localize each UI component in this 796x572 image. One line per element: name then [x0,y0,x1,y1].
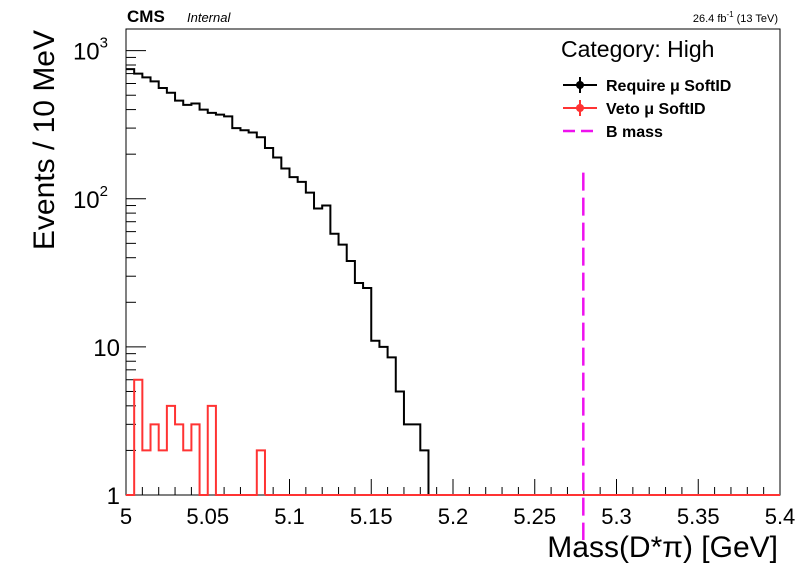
x-tick-label: 5.4 [765,504,796,529]
legend: Require μ SoftID Veto μ SoftID B mass [563,77,731,141]
y-tick-label: 10 [93,335,120,362]
x-tick-label: 5.35 [677,504,720,529]
energy-value: (13 TeV) [737,13,778,25]
axis-ticks [125,50,781,496]
category-label: Category: High [561,36,714,62]
legend-entry-bmass: B mass [563,124,663,141]
series-veto-softid [126,378,266,496]
y-tick-labels: 1 10 102 103 [73,35,120,510]
plot-frame [125,28,781,496]
x-tick-label: 5.15 [350,504,393,529]
x-tick-label: 5.05 [186,504,229,529]
x-tick-label: 5.3 [601,504,632,529]
x-tick-labels: 5 5.05 5.1 5.15 5.2 5.25 5.3 5.35 5.4 [120,504,795,529]
x-tick-label: 5.25 [513,504,556,529]
x-tick-label: 5 [120,504,132,529]
legend-entry-veto: Veto μ SoftID [563,100,706,118]
legend-label-require: Require μ SoftID [606,78,731,95]
x-tick-label: 5.2 [438,504,469,529]
legend-entry-require: Require μ SoftID [563,77,731,95]
legend-label-bmass: B mass [606,124,663,141]
histogram-series [126,68,780,496]
y-tick-label: 1 [107,483,120,510]
y-axis-title: Events / 10 MeV [28,30,61,250]
x-axis-title: Mass(D*π) [GeV] [547,531,778,564]
lumi-exponent: -1 [727,10,735,19]
legend-label-veto: Veto μ SoftID [606,101,706,118]
x-tick-label: 5.1 [274,504,305,529]
y-tick-label: 102 [73,183,108,214]
series-require-softid [126,68,437,496]
lumi-label: 26.4 fb-1 (13 TeV) [693,10,778,25]
lumi-value: 26.4 fb [693,13,727,25]
y-tick-label: 103 [73,35,108,66]
cms-label: CMS [127,7,165,26]
internal-label: Internal [187,10,231,25]
